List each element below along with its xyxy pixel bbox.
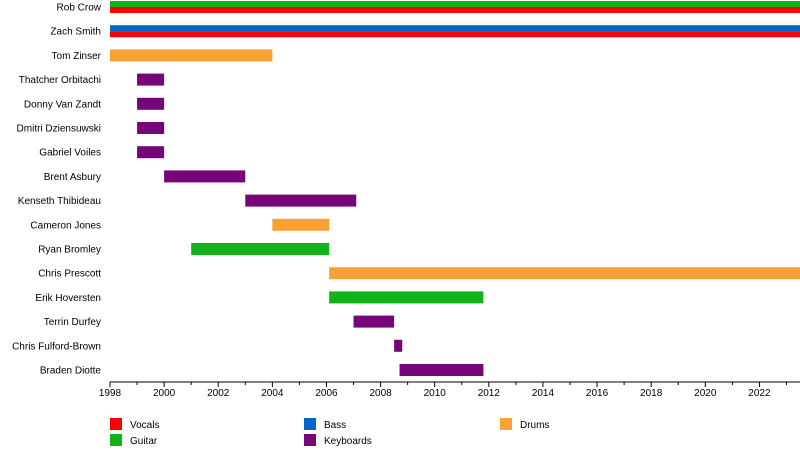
legend-item-vocals: Vocals [110,418,159,431]
legend-item-keyboards: Keyboards [304,434,372,447]
x-tick-label-2000: 2000 [153,388,176,399]
x-axis: 1998 2000 2002 2004 2006 2008 2010 2012 2014 2016… [99,381,800,399]
legend-swatch-guitar [110,434,122,446]
legend-swatch-vocals [110,418,122,430]
legend-swatch-drums [500,418,512,430]
bar-zach-smith-vocals [110,31,800,38]
member-labels: Rob Crow Zach Smith Tom Zinser Thatcher Orb… [12,3,102,377]
x-tick-label-2022: 2022 [748,388,771,399]
legend-item-guitar: Guitar [110,434,158,447]
member-label-rob-crow: Rob Crow [57,3,102,14]
x-tick-label-2002: 2002 [207,388,230,399]
x-tick-label-2006: 2006 [315,388,338,399]
member-label-brent-asbury: Brent Asbury [44,172,101,183]
bar-donny-van-zandt-keyboards [137,97,165,110]
bar-kenseth-thibideau-keyboards [245,194,357,207]
x-tick-label-2008: 2008 [369,388,392,399]
x-tick-label-2012: 2012 [478,388,501,399]
member-label-tom-zinser: Tom Zinser [52,51,102,62]
bar-terrin-durfey-keyboards [353,315,395,328]
legend-label-vocals: Vocals [130,420,159,431]
member-label-dmitri-dziensuwski: Dmitri Dziensuwski [17,124,101,135]
bar-zach-smith-bass [110,25,800,32]
legend-swatch-bass [304,418,316,430]
legend-label-drums: Drums [520,420,549,431]
bars-layer [110,1,800,376]
x-tick-label-2016: 2016 [586,388,609,399]
legend-swatch-keyboards [304,434,316,446]
member-label-thatcher-orbitachi: Thatcher Orbitachi [19,75,101,86]
member-label-erik-hoversten: Erik Hoversten [35,293,101,304]
x-tick-label-2018: 2018 [640,388,663,399]
bar-erik-hoversten-guitar [329,291,484,304]
legend-label-keyboards: Keyboards [324,436,372,447]
bar-cameron-jones-drums [272,218,330,231]
member-label-chris-fulford-brown: Chris Fulford-Brown [12,341,101,352]
member-label-terrin-durfey: Terrin Durfey [44,317,101,328]
bar-dmitri-dziensuwski-keyboards [137,122,165,134]
bar-ryan-bromley-guitar [191,243,330,255]
bar-chris-fulford-brown-keyboards [394,339,403,352]
legend-label-bass: Bass [324,420,346,431]
bar-thatcher-orbitachi-keyboards [137,73,165,86]
bar-gabriel-voiles-keyboards [137,146,165,159]
member-label-gabriel-voiles: Gabriel Voiles [39,148,101,159]
x-tick-label-2004: 2004 [261,388,284,399]
member-label-donny-van-zandt: Donny Van Zandt [24,99,101,110]
bar-chris-prescott-drums [329,267,800,280]
legend: Vocals Bass Drums Guitar Keyboards [110,418,549,447]
bar-tom-zinser-drums [110,49,273,62]
member-label-braden-diotte: Braden Diotte [40,366,102,377]
legend-item-drums: Drums [500,418,549,431]
legend-label-guitar: Guitar [130,436,158,447]
member-label-cameron-jones: Cameron Jones [30,220,101,231]
x-tick-label-2014: 2014 [532,388,555,399]
bar-brent-asbury-keyboards [164,170,246,183]
member-label-chris-prescott: Chris Prescott [38,269,101,280]
bar-rob-crow-vocals [110,7,800,13]
bar-rob-crow-guitar [110,1,800,7]
member-label-zach-smith: Zach Smith [50,27,101,38]
legend-item-bass: Bass [304,418,346,431]
bar-braden-diotte-keyboards [399,364,484,376]
x-tick-label-2010: 2010 [424,388,447,399]
member-label-ryan-bromley: Ryan Bromley [38,245,101,256]
x-tick-label-2020: 2020 [694,388,717,399]
member-label-kenseth-thibideau: Kenseth Thibideau [18,196,101,207]
x-tick-label-1998: 1998 [99,388,122,399]
